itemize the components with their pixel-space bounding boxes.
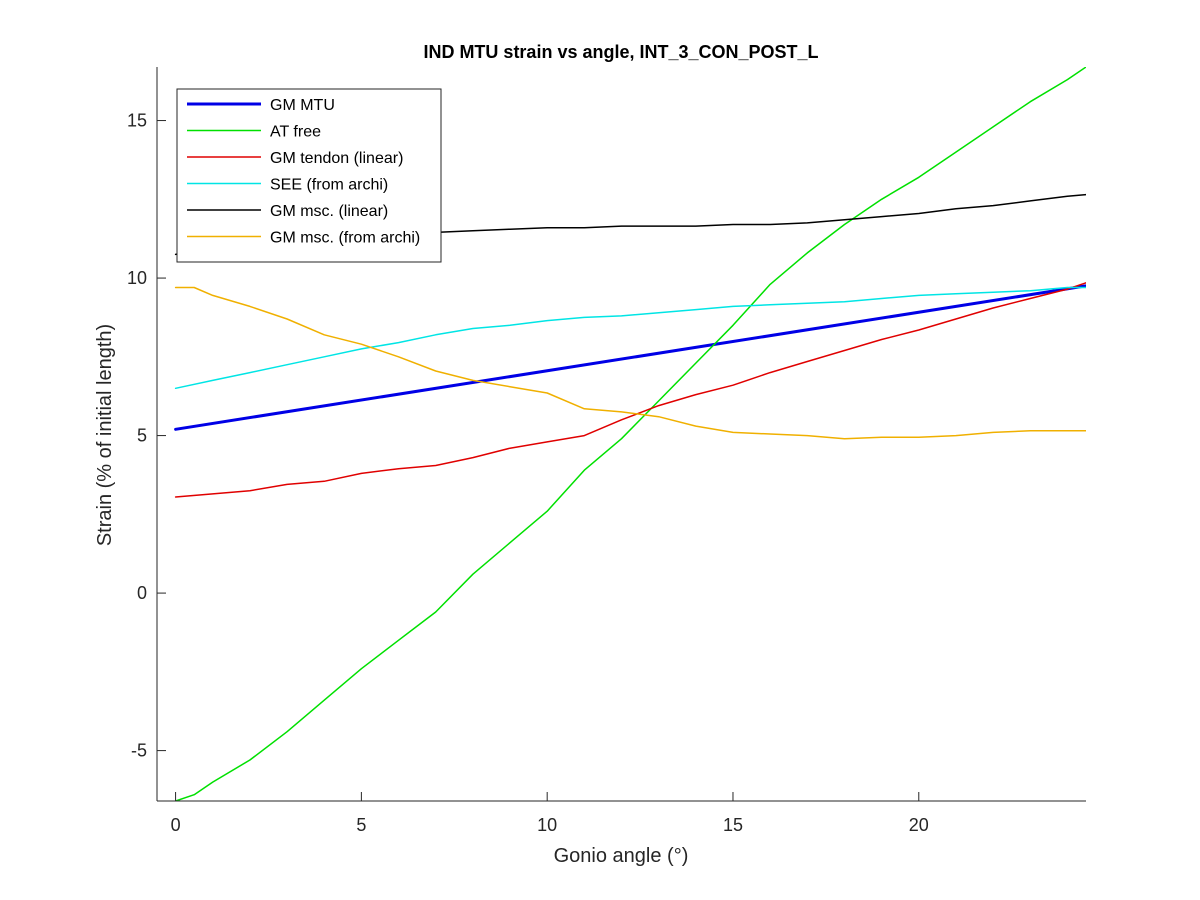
series-line-4	[174, 286, 1086, 390]
chart-title: IND MTU strain vs angle, INT_3_CON_POST_…	[423, 42, 818, 62]
legend-entry: GM msc. (linear)	[270, 203, 388, 220]
legend-entry: GM tendon (linear)	[270, 150, 403, 167]
legend-entry: GM msc. (from archi)	[270, 230, 420, 247]
legend-entry: AT free	[270, 124, 321, 141]
x-tick-label: 0	[171, 815, 181, 835]
axes-layer: 0 5 10 15 20 -5 0 5 10 15	[127, 67, 1086, 835]
x-tick-label: 5	[356, 815, 366, 835]
x-axis-label: Gonio angle (°)	[554, 845, 689, 867]
x-tick-label: 20	[909, 815, 929, 835]
series-line-6	[174, 286, 1086, 440]
y-tick-label: 0	[137, 583, 147, 603]
legend: GM MTU AT free GM tendon (linear) SEE (from…	[176, 88, 442, 263]
series-line-3	[174, 282, 1086, 498]
y-tick-label: 5	[137, 426, 147, 446]
y-tick-label: 10	[127, 268, 147, 288]
series-line-1	[174, 284, 1086, 431]
x-tick-label: 10	[537, 815, 557, 835]
series-line-2	[174, 67, 1086, 801]
legend-box	[176, 88, 442, 263]
y-tick-label: 15	[127, 111, 147, 131]
y-axis-label: Strain (% of initial length)	[94, 324, 116, 546]
x-tick-label: 15	[723, 815, 743, 835]
legend-entry: GM MTU	[270, 97, 335, 114]
y-tick-label: -5	[131, 741, 147, 761]
series-layer	[174, 67, 1086, 801]
legend-entry: SEE (from archi)	[270, 177, 388, 194]
